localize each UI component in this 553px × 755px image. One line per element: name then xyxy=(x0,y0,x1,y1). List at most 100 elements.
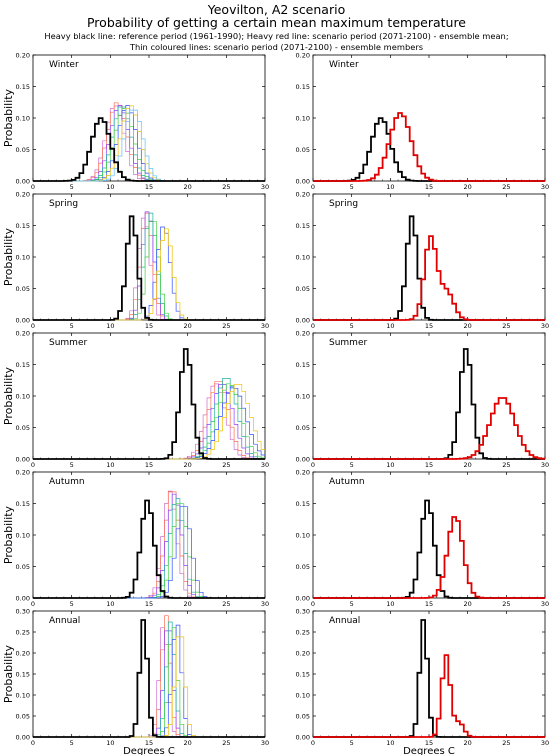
y-tick-label: 0.00 xyxy=(16,594,30,602)
x-tick-label: 30 xyxy=(261,739,269,747)
y-tick-label: 0.10 xyxy=(296,531,310,539)
panel-annual-mean: 0 5 10 15 20 25 30 0.00 0.05 0.10 0.15 0.20 0.25 0.30… xyxy=(296,607,550,755)
plot-frame xyxy=(32,471,266,599)
y-tick-label: 0.20 xyxy=(296,329,310,337)
y-tick-label: 0.00 xyxy=(296,733,310,741)
x-tick-label: 20 xyxy=(464,461,472,469)
season-label: Spring xyxy=(329,199,358,209)
x-tick-label: 25 xyxy=(222,461,230,469)
x-tick-label: 25 xyxy=(502,461,510,469)
y-tick-label: 0.05 xyxy=(296,424,310,432)
ensemble-mean-line xyxy=(313,654,545,738)
y-tick-label: 0.20 xyxy=(16,51,30,59)
y-tick-label: 0.05 xyxy=(16,285,30,293)
x-tick-label: 20 xyxy=(184,183,192,191)
y-tick-label: 0.00 xyxy=(296,594,310,602)
ensemble-mean-line xyxy=(313,235,545,321)
y-tick-label: 0.10 xyxy=(296,114,310,122)
y-tick-label: 0.20 xyxy=(16,329,30,337)
x-tick-label: 0 xyxy=(311,183,315,191)
plot-frame xyxy=(312,54,546,182)
y-tick-label: 0.30 xyxy=(16,607,30,615)
y-tick-label: 0.15 xyxy=(16,83,30,91)
season-label: Summer xyxy=(329,338,367,348)
plot-frame xyxy=(312,193,546,321)
x-tick-label: 15 xyxy=(145,322,153,330)
panel-spring-mean: 0 5 10 15 20 25 30 0.00 0.05 0.10 0.15 0.20 Spring xyxy=(296,190,550,330)
x-tick-label: 15 xyxy=(425,600,433,608)
season-label: Winter xyxy=(329,60,359,70)
x-tick-label: 0 xyxy=(311,600,315,608)
y-tick-label: 0.00 xyxy=(296,316,310,324)
x-tick-label: 20 xyxy=(184,322,192,330)
x-tick-label: 30 xyxy=(541,322,549,330)
y-tick-label: 0.15 xyxy=(296,361,310,369)
x-tick-label: 5 xyxy=(350,322,354,330)
x-tick-label: 10 xyxy=(386,322,394,330)
y-tick-label: 0.15 xyxy=(16,670,30,678)
x-tick-label: 10 xyxy=(106,600,114,608)
x-tick-label: 30 xyxy=(261,322,269,330)
y-tick-label: 0.00 xyxy=(16,733,30,741)
panel-autumn-mean: 0 5 10 15 20 25 30 0.00 0.05 0.10 0.15 0.20 Autumn xyxy=(296,468,550,608)
x-tick-label: 30 xyxy=(541,183,549,191)
x-tick-label: 30 xyxy=(541,739,549,747)
x-tick-label: 25 xyxy=(222,183,230,191)
plot-frame xyxy=(312,471,546,599)
x-tick-label: 15 xyxy=(425,183,433,191)
x-tick-label: 25 xyxy=(222,739,230,747)
x-tick-label: 15 xyxy=(145,183,153,191)
y-tick-label: 0.15 xyxy=(16,361,30,369)
y-tick-label: 0.05 xyxy=(296,563,310,571)
x-axis-label: Degrees C xyxy=(123,746,175,755)
x-tick-label: 0 xyxy=(31,461,35,469)
season-label: Autumn xyxy=(49,477,85,487)
y-tick-label: 0.05 xyxy=(296,285,310,293)
x-tick-label: 0 xyxy=(311,739,315,747)
x-tick-label: 15 xyxy=(425,322,433,330)
x-tick-label: 10 xyxy=(386,183,394,191)
y-tick-label: 0.00 xyxy=(16,177,30,185)
y-tick-label: 0.20 xyxy=(296,51,310,59)
reference-period-line xyxy=(313,117,545,182)
y-tick-label: 0.00 xyxy=(296,455,310,463)
y-tick-label: 0.20 xyxy=(16,190,30,198)
x-axis-label: Degrees C xyxy=(403,746,455,755)
x-tick-label: 5 xyxy=(350,600,354,608)
panel-spring-members: 0 5 10 15 20 25 30 0.00 0.05 0.10 0.15 0.20 Spring Pr… xyxy=(2,190,269,330)
x-tick-label: 0 xyxy=(31,322,35,330)
season-label: Autumn xyxy=(329,477,365,487)
x-tick-label: 25 xyxy=(502,600,510,608)
panel-autumn-members: 0 5 10 15 20 25 30 0.00 0.05 0.10 0.15 0.20 Autumn Pr… xyxy=(2,468,269,608)
x-tick-label: 30 xyxy=(261,183,269,191)
x-tick-label: 30 xyxy=(261,461,269,469)
season-label: Winter xyxy=(49,60,79,70)
x-tick-label: 0 xyxy=(311,322,315,330)
y-tick-label: 0.10 xyxy=(16,531,30,539)
y-tick-label: 0.25 xyxy=(296,628,310,636)
y-tick-label: 0.10 xyxy=(16,253,30,261)
x-tick-label: 10 xyxy=(386,600,394,608)
legend-note-line-1: Heavy black line: reference period (1961… xyxy=(44,31,509,41)
reference-period-line xyxy=(33,619,265,738)
y-axis-label: Probability xyxy=(2,644,15,703)
x-tick-label: 30 xyxy=(541,600,549,608)
reference-period-line xyxy=(313,215,545,321)
x-tick-label: 20 xyxy=(464,322,472,330)
x-tick-label: 5 xyxy=(350,183,354,191)
y-tick-label: 0.05 xyxy=(296,146,310,154)
x-tick-label: 15 xyxy=(425,739,433,747)
x-tick-label: 5 xyxy=(70,322,74,330)
chart-subtitle: Probability of getting a certain mean ma… xyxy=(86,15,467,30)
reference-period-line xyxy=(313,619,545,738)
x-tick-label: 25 xyxy=(502,322,510,330)
x-tick-label: 0 xyxy=(311,461,315,469)
season-label: Annual xyxy=(49,616,80,626)
y-axis-label: Probability xyxy=(2,88,15,147)
y-tick-label: 0.15 xyxy=(16,222,30,230)
y-tick-label: 0.15 xyxy=(296,222,310,230)
y-tick-label: 0.10 xyxy=(16,392,30,400)
y-tick-label: 0.20 xyxy=(16,649,30,657)
x-tick-label: 15 xyxy=(145,461,153,469)
season-label: Summer xyxy=(49,338,87,348)
